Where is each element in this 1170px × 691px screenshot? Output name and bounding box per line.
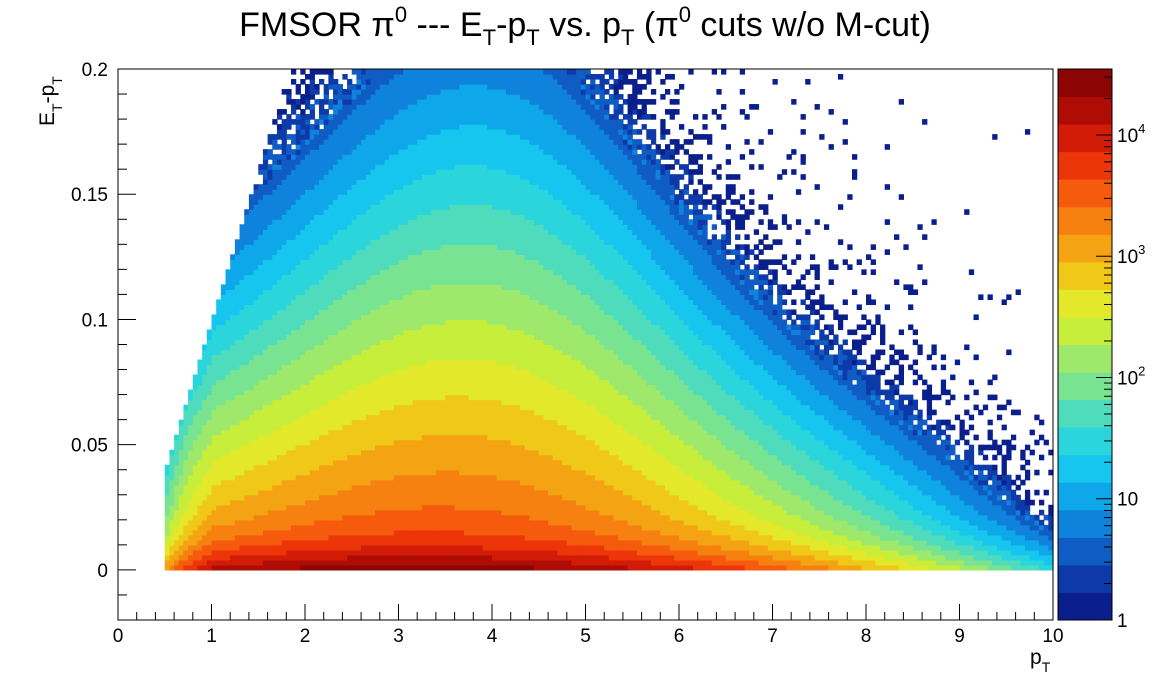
color-scale-segment — [1058, 69, 1112, 98]
z-tick-label: 102 — [1117, 363, 1145, 389]
x-tick-label: 1 — [206, 626, 217, 647]
color-scale-segment — [1058, 592, 1112, 621]
x-axis: 0 1 2 3 4 5 6 7 8 9 10 — [113, 604, 1064, 647]
color-scale-segment — [1058, 316, 1112, 345]
x-tick-label: 7 — [767, 626, 778, 647]
x-tick-label: 9 — [954, 626, 965, 647]
color-scale-segment — [1058, 124, 1112, 153]
color-scale-segment — [1058, 427, 1112, 456]
z-tick-label: 1 — [1117, 611, 1128, 632]
color-scale-segment — [1058, 399, 1112, 428]
heatmap-cells — [164, 69, 1054, 571]
y-tick-label: 0.05 — [71, 436, 108, 457]
color-scale-segment — [1058, 482, 1112, 511]
y-tick-label: 0.1 — [82, 310, 108, 331]
x-tick-label: 5 — [580, 626, 591, 647]
y-axis: 0 0.05 0.1 0.15 0.2 — [71, 60, 136, 621]
x-tick-label: 10 — [1042, 626, 1063, 647]
x-tick-label: 0 — [113, 626, 124, 647]
y-tick-label: 0 — [97, 561, 108, 582]
x-tick-label: 8 — [861, 626, 872, 647]
color-scale-segment — [1058, 344, 1112, 373]
z-tick-label: 104 — [1117, 121, 1145, 147]
color-scale-segment — [1058, 537, 1112, 566]
color-scale-segment — [1058, 372, 1112, 401]
x-tick-label: 6 — [674, 626, 685, 647]
color-scale-bar: 1 10 102 103 104 — [1057, 68, 1145, 632]
y-tick-label: 0.15 — [71, 185, 108, 206]
color-scale-segment — [1058, 509, 1112, 538]
y-axis-title: ET-pT — [36, 76, 65, 126]
color-scale-segment — [1058, 261, 1112, 290]
z-tick-label: 10 — [1117, 490, 1138, 511]
x-tick-label: 2 — [300, 626, 311, 647]
color-scale-segment — [1058, 234, 1112, 263]
color-scale-segment — [1058, 289, 1112, 318]
y-tick-label: 0.2 — [82, 60, 108, 81]
color-scale-segment — [1058, 454, 1112, 483]
color-scale-segment — [1058, 151, 1112, 180]
color-scale-frame — [1057, 68, 1113, 621]
x-tick-label: 4 — [487, 626, 498, 647]
color-scale-segment — [1058, 96, 1112, 125]
x-tick-label: 3 — [393, 626, 404, 647]
chart-title: FMSOR π0 --- ET-pT vs. pT (π0 cuts w/o M… — [239, 2, 931, 50]
color-scale-segment — [1058, 206, 1112, 235]
color-scale-segment — [1058, 179, 1112, 208]
color-scale-segment — [1058, 564, 1112, 593]
x-axis-title: pT — [1030, 646, 1051, 675]
z-tick-label: 103 — [1117, 242, 1145, 268]
